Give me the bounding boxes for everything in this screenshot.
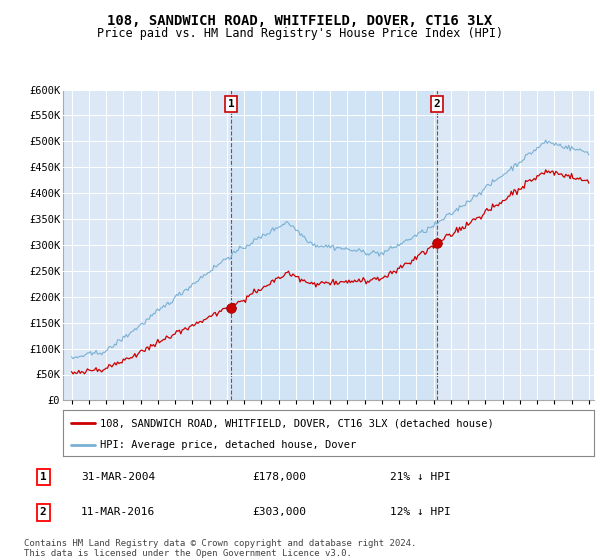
Text: 31-MAR-2004: 31-MAR-2004 <box>81 472 155 482</box>
Text: 1: 1 <box>228 99 235 109</box>
Text: 108, SANDWICH ROAD, WHITFIELD, DOVER, CT16 3LX (detached house): 108, SANDWICH ROAD, WHITFIELD, DOVER, CT… <box>100 418 494 428</box>
Text: Contains HM Land Registry data © Crown copyright and database right 2024.
This d: Contains HM Land Registry data © Crown c… <box>24 539 416 558</box>
Text: 21% ↓ HPI: 21% ↓ HPI <box>390 472 451 482</box>
Text: £178,000: £178,000 <box>252 472 306 482</box>
Text: 2: 2 <box>40 507 47 517</box>
Text: Price paid vs. HM Land Registry's House Price Index (HPI): Price paid vs. HM Land Registry's House … <box>97 27 503 40</box>
Text: 2: 2 <box>434 99 440 109</box>
Text: 12% ↓ HPI: 12% ↓ HPI <box>390 507 451 517</box>
Text: HPI: Average price, detached house, Dover: HPI: Average price, detached house, Dove… <box>100 440 356 450</box>
Bar <box>231 90 437 400</box>
Text: 11-MAR-2016: 11-MAR-2016 <box>81 507 155 517</box>
Text: £303,000: £303,000 <box>252 507 306 517</box>
Text: 108, SANDWICH ROAD, WHITFIELD, DOVER, CT16 3LX: 108, SANDWICH ROAD, WHITFIELD, DOVER, CT… <box>107 14 493 28</box>
Text: 1: 1 <box>40 472 47 482</box>
